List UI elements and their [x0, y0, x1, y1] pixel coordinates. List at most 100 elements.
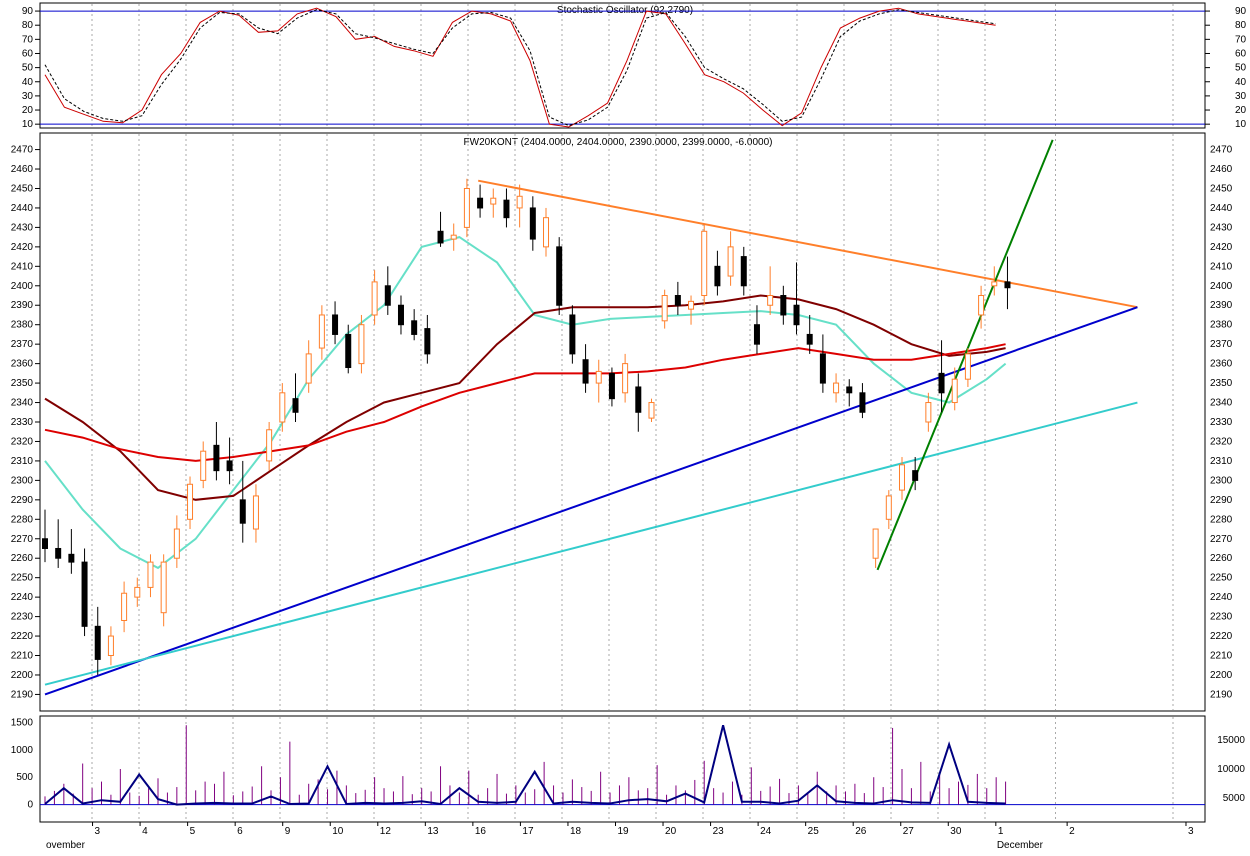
- candle-body-34: [490, 197, 497, 205]
- candle-body-17: [266, 429, 273, 462]
- candle-body-49: [688, 300, 695, 310]
- stoch-ytick-left-8: 90: [22, 6, 34, 17]
- candle-body-64: [885, 495, 892, 520]
- x-tick-label-9: 17: [522, 826, 534, 837]
- candle-body-8: [147, 561, 154, 588]
- x-month-label-0: ovember: [46, 840, 86, 851]
- price-ytick-left-2: 2210: [11, 651, 34, 662]
- x-tick-label-1: 4: [142, 826, 148, 837]
- price-ytick-left-12: 2310: [11, 456, 34, 467]
- price-ytick-left-20: 2390: [11, 300, 34, 311]
- candle-body-45: [635, 386, 642, 413]
- price-ytick-right-27: 2460: [1210, 164, 1233, 175]
- candle-body-9: [160, 561, 167, 614]
- vol-ytick-right-2: 15000: [1217, 735, 1245, 746]
- price-ytick-right-17: 2360: [1210, 359, 1233, 370]
- vol-ytick-left-2: 1000: [11, 745, 34, 756]
- price-ytick-left-14: 2330: [11, 417, 34, 428]
- candle-body-50: [701, 230, 708, 297]
- price-ytick-left-4: 2230: [11, 612, 34, 623]
- price-ytick-left-16: 2350: [11, 378, 34, 389]
- candle-body-27: [397, 304, 404, 326]
- x-tick-label-19: 1: [998, 826, 1004, 837]
- stoch-ytick-left-1: 20: [22, 105, 34, 116]
- candle-body-7: [134, 586, 141, 598]
- candle-body-1: [55, 547, 62, 559]
- x-tick-label-17: 27: [903, 826, 915, 837]
- price-ytick-left-27: 2460: [11, 164, 34, 175]
- candle-body-18: [279, 392, 286, 423]
- volume-frame: [39, 715, 1206, 823]
- x-tick-label-13: 23: [713, 826, 725, 837]
- candle-body-43: [608, 372, 615, 400]
- x-tick-label-15: 25: [808, 826, 820, 837]
- candle-body-24: [358, 324, 365, 365]
- stoch-ytick-left-0: 10: [22, 119, 34, 130]
- price-ytick-right-13: 2320: [1210, 436, 1233, 447]
- price-ytick-left-17: 2360: [11, 359, 34, 370]
- candle-body-66: [912, 470, 919, 481]
- candle-body-53: [740, 256, 747, 287]
- candle-body-36: [516, 195, 523, 209]
- candle-body-35: [503, 199, 510, 219]
- price-ytick-left-11: 2300: [11, 475, 34, 486]
- price-ytick-right-5: 2240: [1210, 592, 1233, 603]
- x-tick-label-3: 6: [237, 826, 243, 837]
- candle-body-68: [938, 372, 945, 394]
- candle-body-22: [332, 314, 339, 335]
- price-ytick-left-5: 2240: [11, 592, 34, 603]
- candle-body-29: [424, 328, 431, 355]
- candle-body-55: [767, 295, 774, 306]
- price-ytick-right-19: 2380: [1210, 320, 1233, 331]
- stochastic-panel: Stochastic Oscillator (92.2790) 10 10 20 20…: [22, 2, 1247, 130]
- candle-body-13: [213, 444, 220, 472]
- candle-body-33: [477, 197, 484, 209]
- x-tick-label-0: 3: [95, 826, 101, 837]
- x-tick-label-11: 19: [617, 826, 629, 837]
- candle-body-12: [200, 450, 207, 481]
- stoch-series-0: [44, 7, 996, 128]
- candle-body-31: [450, 234, 457, 240]
- candle-body-73: [1004, 281, 1011, 289]
- price-panel: FW20KONT (2404.0000, 2404.0000, 2390.000…: [11, 132, 1233, 712]
- x-month-label-1: December: [997, 840, 1044, 851]
- stoch-ytick-right-1: 20: [1235, 105, 1247, 116]
- candle-body-61: [846, 386, 853, 394]
- price-ytick-left-15: 2340: [11, 398, 34, 409]
- candle-body-5: [107, 635, 114, 657]
- candle-body-52: [727, 246, 734, 277]
- candle-body-48: [674, 295, 681, 306]
- price-ytick-right-9: 2280: [1210, 514, 1233, 525]
- candle-body-67: [925, 402, 932, 423]
- price-ytick-right-3: 2220: [1210, 631, 1233, 642]
- price-ytick-right-18: 2370: [1210, 339, 1233, 350]
- price-ytick-right-12: 2310: [1210, 456, 1233, 467]
- price-trendline-0: [478, 179, 1138, 309]
- candle-body-6: [121, 592, 128, 621]
- candle-body-10: [173, 528, 180, 559]
- candle-body-38: [543, 217, 550, 248]
- price-ytick-right-1: 2200: [1210, 670, 1233, 681]
- stoch-ytick-left-6: 70: [22, 34, 34, 45]
- stoch-ytick-left-5: 60: [22, 48, 34, 59]
- price-ytick-left-28: 2470: [11, 145, 34, 156]
- candle-body-62: [859, 392, 866, 413]
- price-overlay-1: [44, 294, 1006, 501]
- price-ytick-left-9: 2280: [11, 514, 34, 525]
- vol-ytick-right-1: 10000: [1217, 764, 1245, 775]
- candle-body-20: [305, 353, 312, 384]
- x-tick-label-12: 20: [665, 826, 677, 837]
- stoch-ytick-right-5: 60: [1235, 48, 1247, 59]
- price-ytick-right-14: 2330: [1210, 417, 1233, 428]
- x-tick-label-6: 12: [380, 826, 392, 837]
- candle-body-4: [94, 625, 101, 660]
- candle-body-26: [384, 285, 391, 306]
- candle-body-14: [226, 460, 233, 472]
- x-tick-label-18: 30: [950, 826, 962, 837]
- price-ytick-left-25: 2440: [11, 203, 34, 214]
- candle-body-25: [371, 281, 378, 316]
- price-ytick-left-26: 2450: [11, 183, 34, 194]
- stoch-ytick-right-4: 50: [1235, 63, 1247, 74]
- candle-body-2: [68, 553, 75, 563]
